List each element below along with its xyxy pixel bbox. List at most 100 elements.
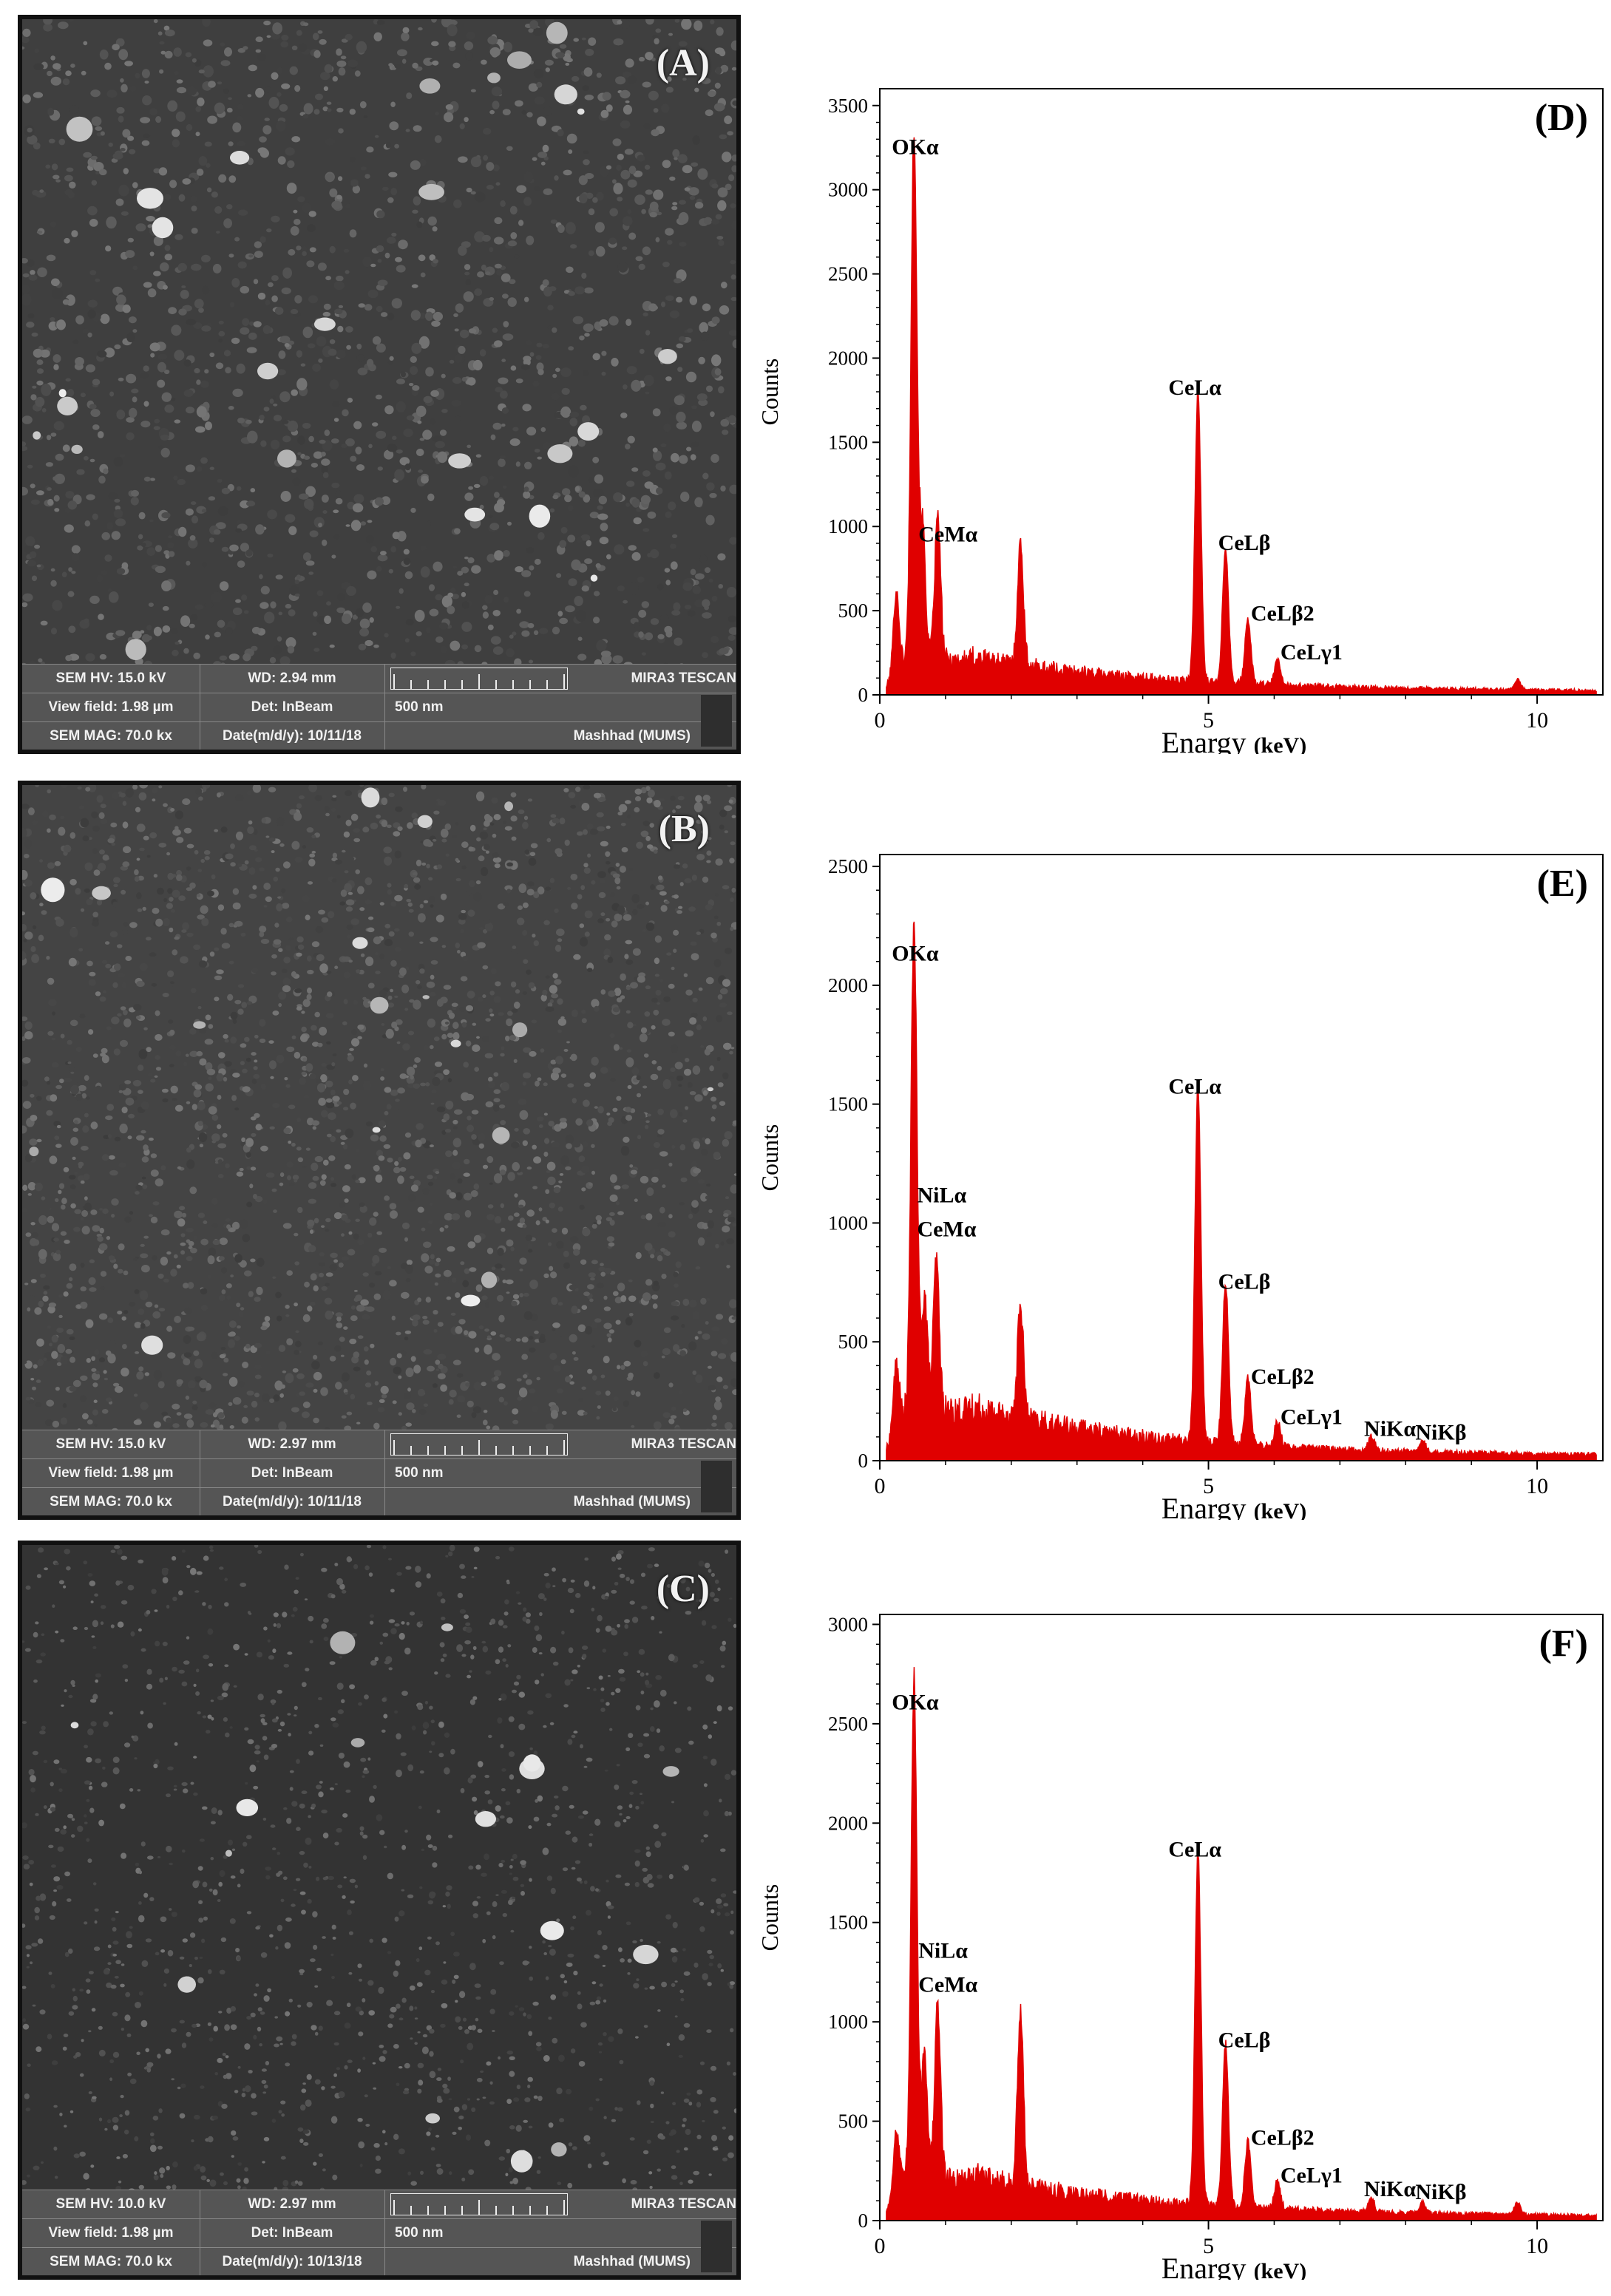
peak-annotation: CeLγ1 <box>1281 2163 1343 2187</box>
sem-particle <box>481 1271 498 1288</box>
peak-annotation: OKα <box>892 1690 939 1714</box>
peak-annotation: CeMα <box>917 1217 976 1242</box>
panel-label: (C) <box>656 1568 710 1610</box>
peak-annotation: CeLα <box>1168 1837 1221 1861</box>
peak-annotation: NiKβ <box>1415 1421 1466 1445</box>
sem-date: Date(m/d/y): 10/11/18 <box>200 1488 385 1515</box>
sem-data-bar: SEM HV: 10.0 kV WD: 2.97 mm MIRA3 TESCAN V… <box>22 2190 736 2275</box>
sem-particle <box>523 1754 541 1772</box>
sem-particle <box>540 1920 564 1940</box>
edx-spectrum-f: 0 500 1000 1500 2000 2500 3000 0 5 10 Enargy (keV)… <box>756 1613 1604 2280</box>
y-tick-label: 0 <box>858 684 869 706</box>
edx-spectrum-e: 0 500 1000 1500 2000 2500 0 5 10 Enargy (keV) Coun… <box>756 854 1604 1520</box>
sem-hv: SEM HV: 10.0 kV <box>22 2190 200 2218</box>
y-tick-label: 3500 <box>828 95 868 117</box>
sem-particle <box>29 1147 39 1157</box>
y-tick-label: 2000 <box>828 1812 868 1834</box>
x-axis-unit: (keV) <box>1254 2259 1307 2280</box>
peak-annotation: CeMα <box>918 522 977 546</box>
panel-label: (A) <box>656 42 710 84</box>
edx-chart-e: 0 500 1000 1500 2000 2500 0 5 10 Enargy (keV) Coun… <box>747 781 1611 1520</box>
peak-annotation: CeLβ2 <box>1251 601 1315 625</box>
sem-particle <box>658 349 677 364</box>
sem-particle <box>330 1631 356 1654</box>
peak-annotation: CeLα <box>1168 1075 1221 1099</box>
sem-particle <box>507 51 532 69</box>
y-axis-label: Counts <box>756 1884 783 1952</box>
sem-particle <box>58 389 67 398</box>
sem-site: Mashhad (MUMS) <box>573 2254 691 2269</box>
peak-annotation: NiKβ <box>1415 2180 1466 2204</box>
sem-site: Mashhad (MUMS) <box>573 1494 691 1509</box>
spectrum-area <box>886 921 1597 1461</box>
panel-label: (E) <box>1537 863 1588 905</box>
plot-frame <box>879 88 1604 696</box>
y-axis-label: Counts <box>756 1124 783 1192</box>
sem-particle <box>350 1738 365 1748</box>
sem-magnification: SEM MAG: 70.0 kx <box>22 2248 200 2275</box>
sem-particle <box>71 444 83 455</box>
x-tick-label: 0 <box>875 708 886 733</box>
x-tick-label: 10 <box>1526 2234 1548 2258</box>
sem-particle <box>425 2113 440 2124</box>
sem-image-b: (B) SEM HV: 15.0 kV WD: 2.97 mm MIRA3 TESC… <box>18 781 741 1520</box>
peak-annotation: CeLβ <box>1218 1269 1271 1294</box>
sem-magnification: SEM MAG: 70.0 kx <box>22 722 200 750</box>
edx-chart-f: 0 500 1000 1500 2000 2500 3000 0 5 10 Enargy (keV)… <box>747 1541 1611 2280</box>
sem-particle <box>577 108 585 115</box>
sem-particle <box>422 995 430 999</box>
y-tick-label: 2500 <box>828 263 868 285</box>
sem-image-c: (C) SEM HV: 10.0 kV WD: 2.97 mm MIRA3 TESC… <box>18 1541 741 2280</box>
sem-particle <box>33 431 41 440</box>
sem-particle <box>177 1976 196 1993</box>
peak-annotation: OKα <box>892 135 939 160</box>
sem-hv: SEM HV: 15.0 kV <box>22 1430 200 1458</box>
x-axis-unit: (keV) <box>1254 733 1307 754</box>
y-tick-label: 1000 <box>828 2011 868 2033</box>
sem-particle <box>633 1944 659 1965</box>
x-tick-label: 5 <box>1203 1474 1214 1498</box>
peak-annotation: CeLβ2 <box>1251 1365 1315 1389</box>
peak-annotation: CeLγ1 <box>1281 640 1343 665</box>
peak-annotation: NiKα <box>1364 2177 1416 2201</box>
sem-micrograph <box>22 1545 736 2195</box>
sem-particle <box>92 886 111 900</box>
sem-wd: WD: 2.97 mm <box>200 1430 385 1458</box>
sem-particle <box>546 21 568 44</box>
panel-label: (D) <box>1535 97 1588 139</box>
sem-micrograph <box>22 785 736 1436</box>
sem-particle <box>662 1766 679 1777</box>
sem-particle <box>57 396 78 415</box>
sem-particle <box>370 996 389 1014</box>
y-tick-label: 3000 <box>828 179 868 201</box>
sem-particle <box>590 574 598 582</box>
sem-image-a: (A) SEM HV: 15.0 kV WD: 2.94 mm MIRA3 TESC… <box>18 15 741 754</box>
sem-particle <box>66 116 93 142</box>
sem-particle <box>70 1722 79 1729</box>
sem-particle <box>419 78 441 94</box>
peak-annotation: CeLβ2 <box>1251 2125 1315 2150</box>
sem-particle <box>448 453 471 469</box>
sem-brand: MIRA3 TESCAN <box>631 2196 736 2212</box>
sem-view-field: View field: 1.98 µm <box>22 1459 200 1487</box>
y-tick-label: 2000 <box>828 347 868 369</box>
peak-annotation: CeLγ1 <box>1281 1405 1343 1430</box>
sem-micrograph <box>22 19 736 670</box>
x-tick-label: 10 <box>1526 1474 1548 1498</box>
peak-annotation: CeLα <box>1168 376 1221 400</box>
tescan-logo <box>701 695 732 747</box>
scale-bar <box>390 1433 568 1456</box>
sem-particle <box>352 937 368 949</box>
sem-particle <box>529 504 551 528</box>
sem-particle <box>137 188 163 209</box>
sem-particle <box>152 217 174 239</box>
sem-particle <box>551 2142 567 2157</box>
sem-particle <box>492 1127 510 1144</box>
sem-data-bar: SEM HV: 15.0 kV WD: 2.94 mm MIRA3 TESCAN V… <box>22 664 736 750</box>
sem-view-field: View field: 1.98 µm <box>22 693 200 721</box>
scale-bar <box>390 2193 568 2215</box>
tescan-logo <box>701 2221 732 2272</box>
sem-particle <box>441 1623 453 1631</box>
x-tick-label: 5 <box>1203 2234 1214 2258</box>
sem-particle <box>236 1799 259 1816</box>
